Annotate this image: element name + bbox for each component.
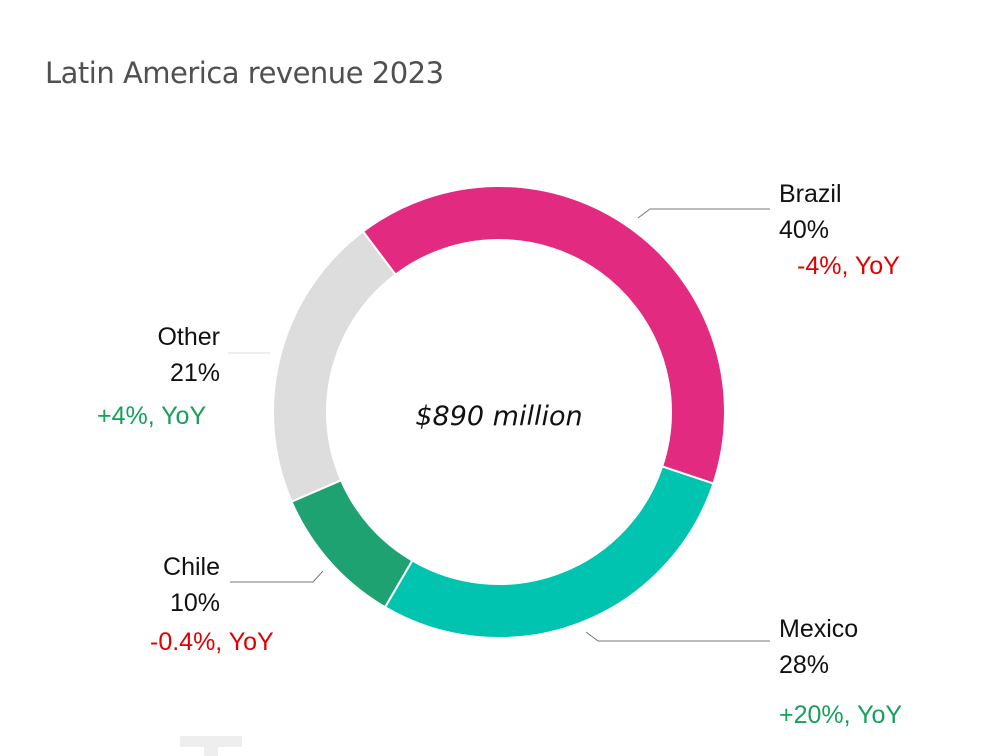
slice-yoy-other: +4%, YoY [97,402,207,430]
slice-name: Chile [163,553,220,581]
slice-brazil [361,185,726,485]
slice-share: 21% [169,359,220,387]
leader-line-brazil [637,208,770,219]
slice-yoy-chile: -0.4%, YoY [150,628,274,656]
slice-label-brazil: Brazil 40% -4%, YoY [779,176,900,284]
slice-yoy: +20%, YoY [779,701,903,729]
slice-name: Other [157,323,220,351]
center-label: $890 million [415,401,582,432]
chart-title: Latin America revenue 2023 [45,56,444,90]
watermark-logo [180,736,242,756]
leader-line-chile [230,570,324,583]
leader-line-mexico [585,631,770,642]
slice-chile [290,478,414,609]
slice-label-chile: Chile 10% [120,549,220,621]
slice-name: Mexico [779,615,859,643]
slice-name: Brazil [779,180,842,208]
slice-share: 40% [779,216,830,244]
slice-mexico [383,465,715,639]
slice-share: 28% [779,651,830,679]
slice-label-other: Other 21% [100,319,220,391]
slice-other [272,230,397,503]
slice-yoy: -4%, YoY [797,252,900,280]
slice-share: 10% [169,589,220,617]
slice-label-mexico: Mexico 28% +20%, YoY [779,611,902,733]
